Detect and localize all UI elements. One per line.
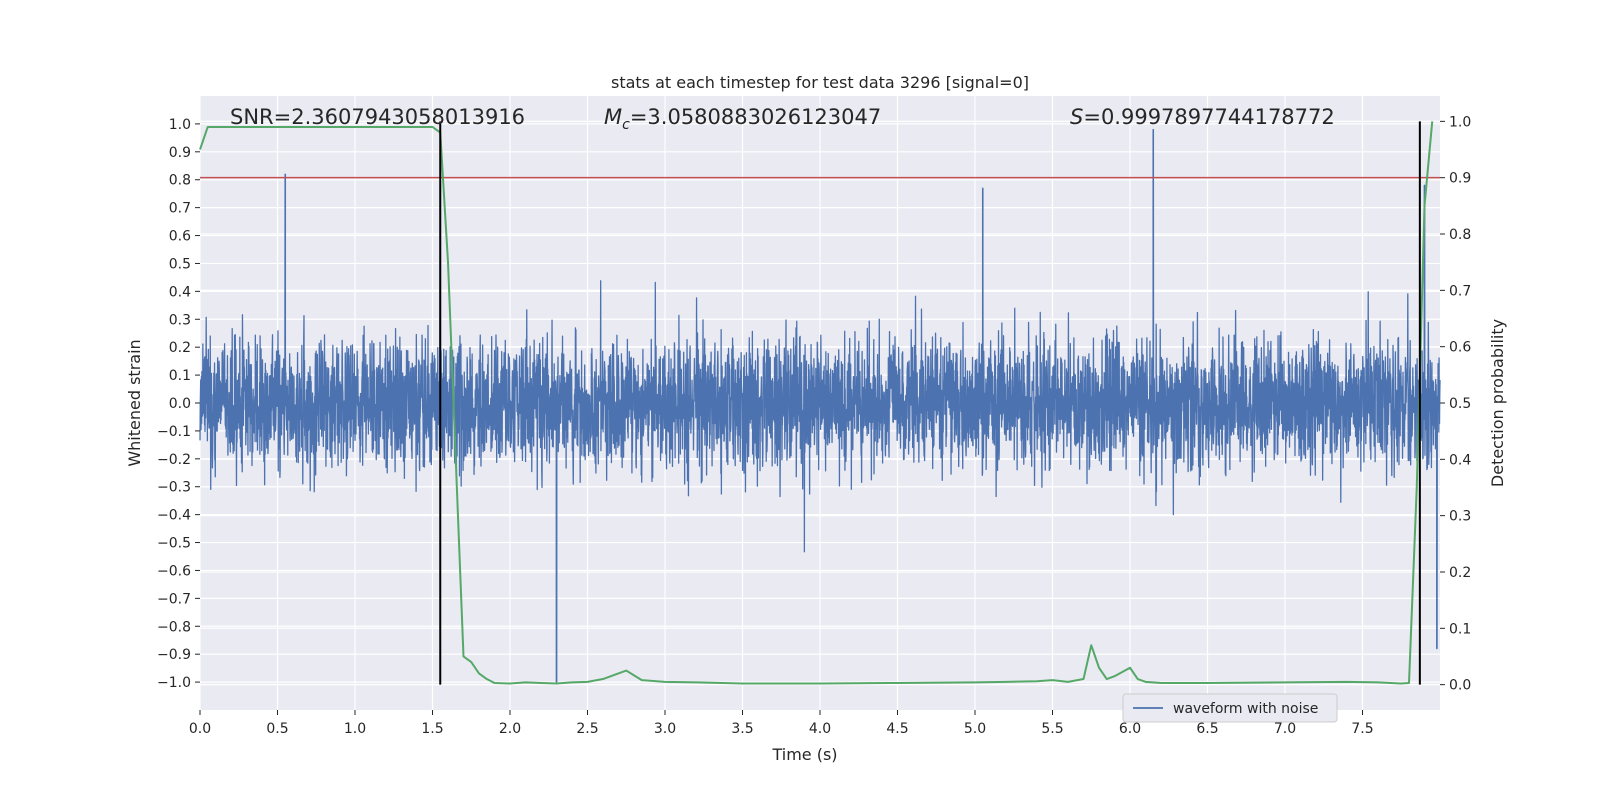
- x-tick-label: 2.5: [576, 721, 598, 737]
- y2-tick-label: 0.8: [1449, 227, 1471, 243]
- chirp-mass-value: =3.0580883026123047: [630, 105, 881, 129]
- score-annotation: S=0.9997897744178772: [1070, 105, 1335, 129]
- legend: waveform with noise: [1122, 693, 1338, 723]
- score-symbol: S: [1070, 105, 1083, 129]
- y2-tick-label: 0.6: [1449, 340, 1471, 356]
- chirp-mass-annotation: Mc=3.0580883026123047: [604, 105, 881, 133]
- y-tick-label: 0.6: [169, 229, 191, 245]
- x-tick-label: 0.5: [266, 721, 288, 737]
- y-tick-label: 0.2: [169, 340, 191, 356]
- y-tick-label: −0.3: [157, 480, 191, 496]
- y-tick-label: −0.2: [157, 452, 191, 468]
- y-tick-label: 0.7: [169, 201, 191, 217]
- y2-tick-label: 0.0: [1449, 678, 1471, 694]
- y2-tick-label: 0.2: [1449, 565, 1471, 581]
- x-tick-label: 6.5: [1196, 721, 1218, 737]
- x-tick-label: 5.5: [1041, 721, 1063, 737]
- detection-probability-line: [199, 121, 1434, 685]
- x-tick-label: 5.0: [964, 721, 986, 737]
- x-axis-ticks: 0.0 0.5 1.0 1.5 2.0 2.5 3.0 3.5 4.0 4.5 5.0 5.5 6.0 6…: [189, 710, 1374, 737]
- y2-tick-label: 0.9: [1449, 171, 1471, 187]
- x-tick-label: 3.0: [654, 721, 676, 737]
- y-tick-label: −1.0: [157, 675, 191, 691]
- y-tick-label: 0.9: [169, 145, 191, 161]
- x-tick-label: 4.0: [809, 721, 831, 737]
- y-tick-label: 0.4: [169, 284, 191, 300]
- y-tick-label: −0.5: [157, 536, 191, 552]
- x-tick-label: 1.0: [344, 721, 366, 737]
- x-tick-label: 4.5: [886, 721, 908, 737]
- x-tick-label: 7.5: [1351, 721, 1373, 737]
- y-tick-label: 0.5: [169, 256, 191, 272]
- y-axis-label: Whitened strain: [125, 339, 144, 466]
- chirp-mass-subscript: c: [622, 117, 630, 133]
- y-tick-label: 0.3: [169, 312, 191, 328]
- y-tick-label: 0.1: [169, 368, 191, 384]
- series-detection-probability: [199, 121, 1434, 685]
- y-tick-label: 0.8: [169, 173, 191, 189]
- y2-tick-label: 0.1: [1449, 621, 1471, 637]
- y-tick-label: −0.1: [157, 424, 191, 440]
- y-tick-label: −0.7: [157, 591, 191, 607]
- score-value: =0.9997897744178772: [1083, 105, 1334, 129]
- y-tick-label: −0.6: [157, 563, 191, 579]
- y2-tick-label: 0.5: [1449, 396, 1471, 412]
- y-tick-label: −0.4: [157, 508, 191, 524]
- x-tick-label: 6.0: [1119, 721, 1141, 737]
- y2-axis-ticks: 0.0 0.1 0.2 0.3 0.4 0.5 0.6 0.7 0.8 0.9 1.0: [1440, 114, 1471, 694]
- x-tick-label: 3.5: [731, 721, 753, 737]
- x-tick-label: 0.0: [189, 721, 211, 737]
- legend-box: [1122, 693, 1338, 723]
- y2-tick-label: 0.4: [1449, 452, 1471, 468]
- y2-axis-label: Detection probability: [1488, 319, 1507, 487]
- y2-tick-label: 0.3: [1449, 509, 1471, 525]
- waveform-line: [199, 128, 1441, 683]
- y-tick-label: −0.8: [157, 619, 191, 635]
- x-axis-label: Time (s): [771, 745, 837, 764]
- vertical-markers: [439, 121, 1421, 685]
- y-tick-label: −0.9: [157, 647, 191, 663]
- snr-annotation: SNR=2.3607943058013916: [230, 105, 525, 129]
- y-axis-ticks: −1.0 −0.9 −0.8 −0.7 −0.6 −0.5 −0.4 −0.3 −0.2 −0.1…: [157, 117, 200, 691]
- series-waveform: [199, 128, 1441, 683]
- y-tick-label: 0.0: [169, 396, 191, 412]
- x-tick-label: 1.5: [421, 721, 443, 737]
- y-tick-label: 1.0: [169, 117, 191, 133]
- x-tick-label: 2.0: [499, 721, 521, 737]
- chirp-mass-symbol: M: [604, 105, 622, 129]
- y2-tick-label: 0.7: [1449, 283, 1471, 299]
- legend-label: waveform with noise: [1173, 701, 1318, 717]
- x-tick-label: 7.0: [1274, 721, 1296, 737]
- y2-tick-label: 1.0: [1449, 114, 1471, 130]
- chart-title: stats at each timestep for test data 329…: [611, 73, 1029, 92]
